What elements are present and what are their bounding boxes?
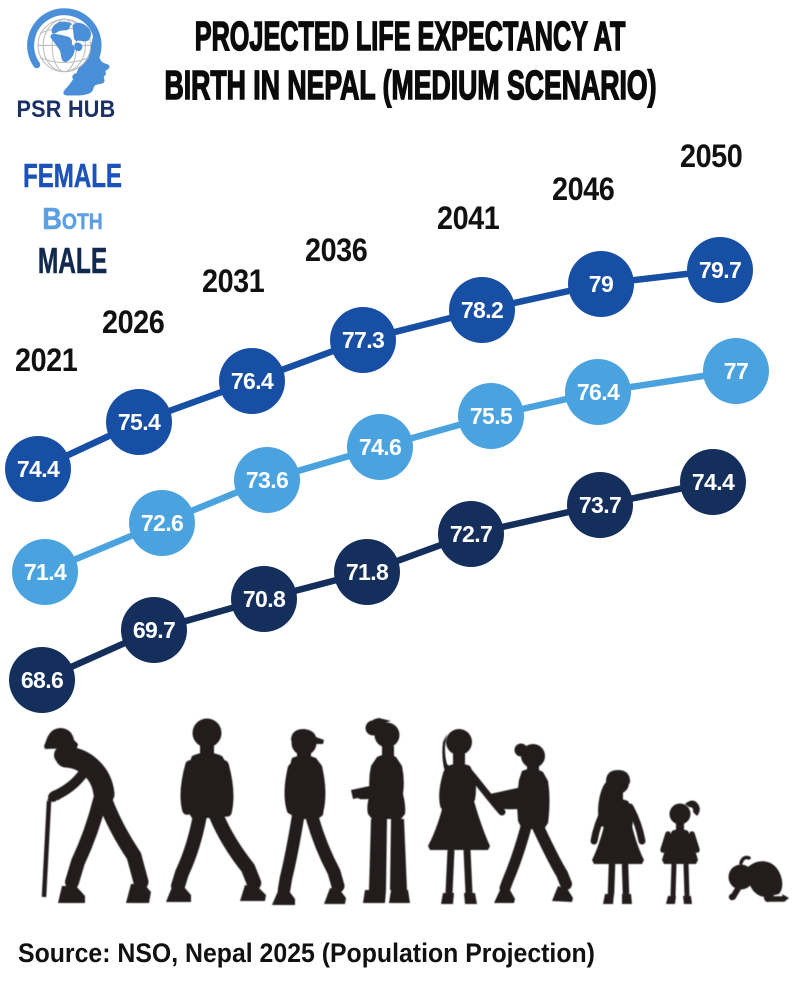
woman-walking-reading-icon [490,743,573,903]
elderly-man-with-cane-icon [41,728,151,903]
marker-male-2036: 71.8 [334,539,400,605]
head-globe-icon [27,8,110,96]
marker-male-2026: 69.7 [121,597,187,663]
marker-female-2046: 79 [568,251,634,317]
marker-male-2050: 74.4 [680,449,746,515]
marker-female-2031: 76.4 [219,348,285,414]
legend-item-male: MALE [37,240,108,281]
legend-item-both: Both [42,201,103,236]
baby-crawling-icon [728,855,789,902]
marker-female-2021: 74.4 [5,436,71,502]
marker-male-2021: 68.6 [9,647,75,713]
marker-male-2031: 70.8 [231,566,297,632]
year-label-2041: 2041 [437,200,500,236]
year-label-2036: 2036 [305,232,368,268]
marker-female-2050: 79.7 [687,237,753,303]
year-label-2050: 2050 [680,138,743,174]
marker-female-2036: 77.3 [330,307,396,373]
title-line1: PROJECTED LIFE EXPECTANCY AT [194,12,626,60]
marker-male-2046: 73.7 [567,472,633,538]
little-girl-ponytail-icon [660,800,700,904]
marker-female-2026: 75.4 [106,389,172,455]
marker-both-2021: 71.4 [12,539,78,605]
year-label-2031: 2031 [202,263,265,299]
marker-both-2036: 74.6 [347,414,413,480]
marker-male-2041: 72.7 [438,501,504,567]
woman-standing-holding-folder-icon [351,718,410,903]
marker-both-2026: 72.6 [129,490,195,556]
title-line2: BIRTH IN NEPAL (MEDIUM SCENARIO) [163,61,657,109]
year-label-2046: 2046 [552,171,615,207]
year-label-2021: 2021 [15,342,78,378]
year-label-2026: 2026 [102,304,165,340]
logo: PSR HUB [16,5,140,130]
teen-girl-standing-icon [590,770,646,904]
legend-item-female: FEMALE [22,157,123,194]
marker-both-2031: 73.6 [234,447,300,513]
woman-in-dress-standing-icon [428,729,506,904]
legend: FEMALE Both MALE [0,159,145,279]
brand-text: PSR HUB [16,96,116,123]
marker-both-2050: 77 [703,338,769,404]
marker-both-2041: 75.5 [458,383,524,449]
marker-both-2046: 76.4 [565,359,631,425]
source-text: Source: NSO, Nepal 2025 (Population Proj… [18,938,595,968]
page-title: PROJECTED LIFE EXPECTANCY AT BIRTH IN NE… [120,12,700,110]
man-with-cap-walking-icon [272,729,346,905]
adult-man-walking-icon [166,718,266,902]
marker-female-2041: 78.2 [449,277,515,343]
